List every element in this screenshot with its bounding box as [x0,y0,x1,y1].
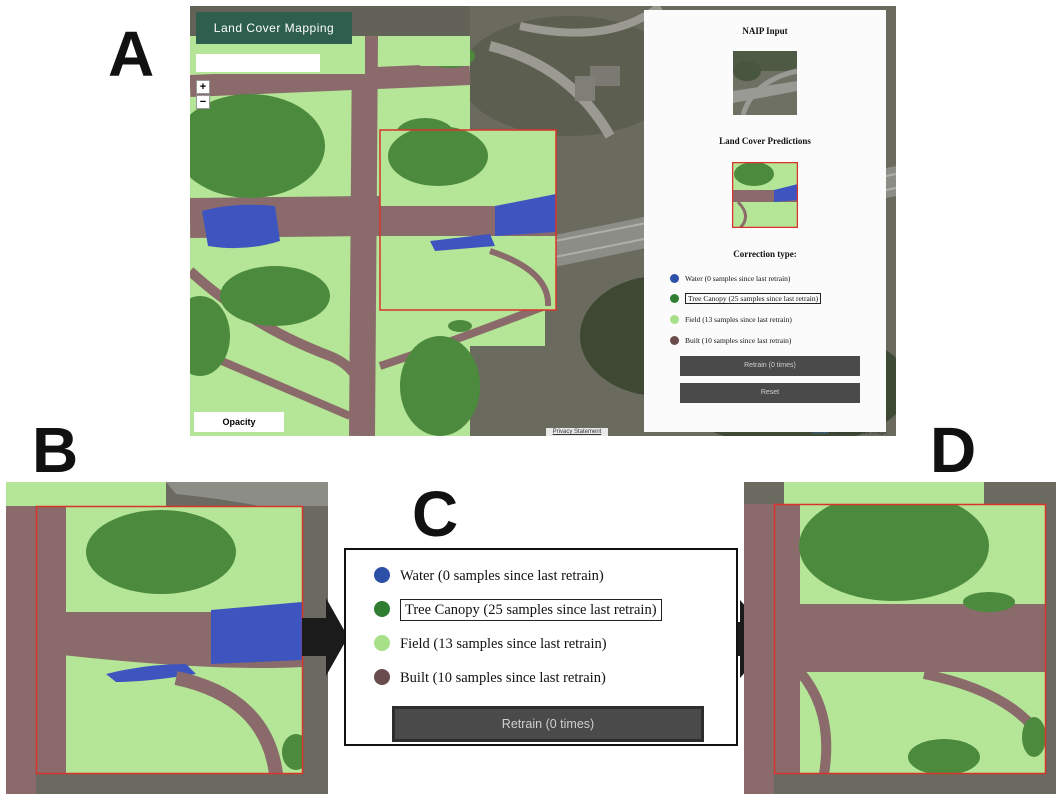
water-dot-icon [670,273,679,283]
field-dot-icon [374,634,390,651]
retrain-button[interactable]: Retrain (0 times) [392,706,704,742]
class-option-field[interactable]: Field (13 samples since last retrain) [374,630,607,658]
class-option-water[interactable]: Water (0 samples since last retrain) [374,562,604,590]
class-option-water[interactable]: Water (0 samples since last retrain) [670,272,790,286]
class-label: Field (13 samples since last retrain) [400,636,607,652]
app-title: Land Cover Mapping [196,12,352,44]
built-dot-icon [670,335,679,345]
class-option-built[interactable]: Built (10 samples since last retrain) [374,664,606,692]
privacy-link[interactable]: Privacy Statement [546,428,608,436]
attribution-text: | Georeferenced Image [828,430,887,436]
map-attribution: Leaflet | Georeferenced Image [812,429,896,437]
class-option-field[interactable]: Field (13 samples since last retrain) [670,313,792,327]
zoom-out-button[interactable]: − [196,95,210,109]
naip-input-title: NAIP Input [742,26,788,36]
predictions-thumbnail [732,162,798,228]
class-label: Water (0 samples since last retrain) [400,568,604,584]
correction-legend-zoom: Water (0 samples since last retrain) Tre… [344,548,738,746]
tree-canopy-dot-icon [374,600,390,617]
correction-type-title: Correction type: [733,249,797,259]
class-option-built[interactable]: Built (10 samples since last retrain) [670,334,791,348]
class-label: Built (10 samples since last retrain) [400,670,606,686]
panel-label-c: C [412,478,459,550]
class-label: Field (13 samples since last retrain) [685,315,792,324]
field-dot-icon [670,314,679,324]
predictions-title: Land Cover Predictions [719,136,811,146]
class-option-tree-canopy[interactable]: Tree Canopy (25 samples since last retra… [374,596,662,624]
sidebar: NAIP Input Land Cover Predictions Correc… [644,10,886,432]
built-dot-icon [374,668,390,685]
class-label: Water (0 samples since last retrain) [685,274,791,283]
naip-thumbnail [733,51,797,115]
zoom-in-button[interactable]: + [196,80,210,94]
water-dot-icon [374,566,390,583]
panel-label-a: A [108,18,155,90]
before-map [6,482,328,794]
class-label: Built (10 samples since last retrain) [685,336,792,345]
leaflet-link[interactable]: Leaflet [812,430,829,436]
search-input[interactable] [196,54,320,72]
panel-label-d: D [930,414,977,486]
panel-label-b: B [32,414,79,486]
opacity-button[interactable]: Opacity [194,412,284,432]
after-map [744,482,1056,794]
tree-canopy-dot-icon [670,293,679,303]
retrain-button[interactable]: Retrain (0 times) [680,356,860,376]
reset-button[interactable]: Reset [680,383,860,403]
class-option-tree-canopy[interactable]: Tree Canopy (25 samples since last retra… [670,292,822,306]
arrow-b-to-c-icon [302,598,348,676]
class-label: Tree Canopy (25 samples since last retra… [685,293,822,304]
class-label: Tree Canopy (25 samples since last retra… [400,599,662,621]
